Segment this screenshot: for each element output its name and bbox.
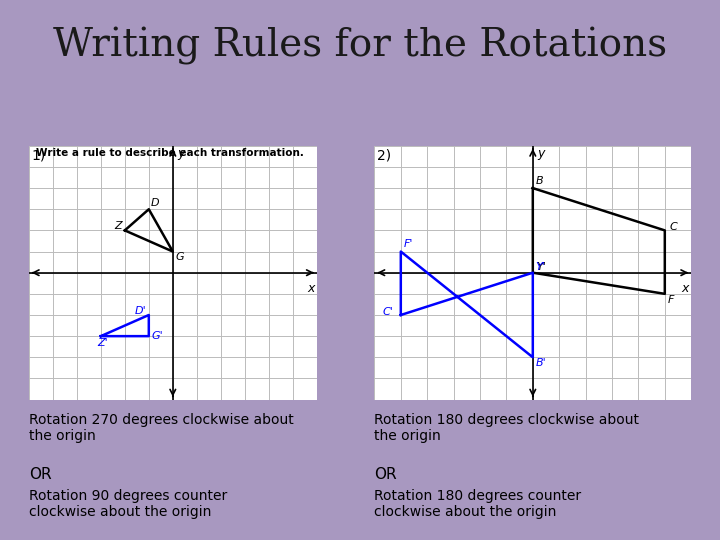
Text: Rotation 180 degrees counter
clockwise about the origin: Rotation 180 degrees counter clockwise a…	[374, 489, 582, 519]
Text: y: y	[538, 147, 545, 160]
Text: OR: OR	[29, 467, 51, 482]
Text: Rotation 270 degrees clockwise about
the origin: Rotation 270 degrees clockwise about the…	[29, 413, 294, 443]
Text: D: D	[150, 198, 159, 208]
Text: Rotation 90 degrees counter
clockwise about the origin: Rotation 90 degrees counter clockwise ab…	[29, 489, 227, 519]
Text: C': C'	[382, 307, 393, 317]
Text: D': D'	[135, 306, 146, 316]
Text: G': G'	[152, 332, 163, 341]
Text: Z': Z'	[97, 338, 108, 348]
Text: x: x	[681, 282, 688, 295]
Text: x: x	[307, 282, 315, 295]
Text: y: y	[177, 147, 184, 160]
Text: Z: Z	[114, 221, 122, 231]
Text: Writing Rules for the Rotations: Writing Rules for the Rotations	[53, 27, 667, 65]
Text: F': F'	[403, 239, 413, 249]
Text: B': B'	[536, 358, 546, 368]
Text: OR: OR	[374, 467, 397, 482]
Text: C: C	[670, 222, 678, 232]
Text: B: B	[536, 176, 543, 186]
Text: 2): 2)	[377, 149, 391, 163]
Text: Rotation 180 degrees clockwise about
the origin: Rotation 180 degrees clockwise about the…	[374, 413, 639, 443]
Text: Write a rule to describe each transformation.: Write a rule to describe each transforma…	[36, 148, 304, 159]
Text: F: F	[668, 295, 675, 305]
Text: 1): 1)	[31, 149, 45, 163]
Text: G: G	[176, 252, 184, 261]
Text: Y': Y'	[536, 262, 545, 272]
Text: Y': Y'	[536, 262, 546, 272]
